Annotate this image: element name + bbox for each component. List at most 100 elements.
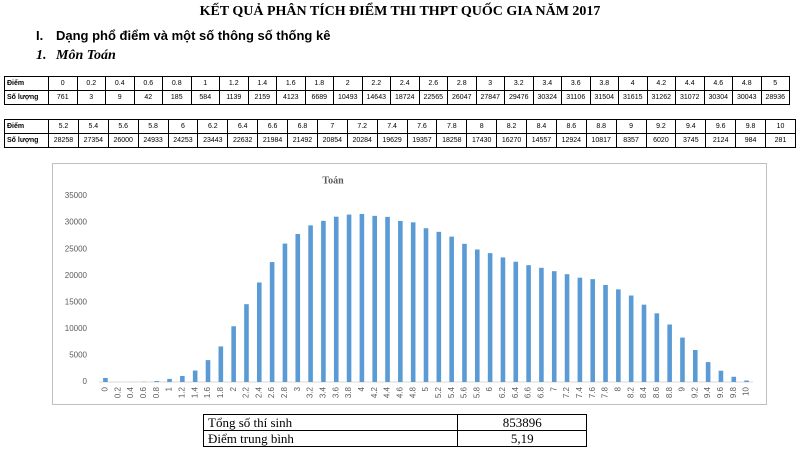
x-tick-label: 3	[293, 386, 302, 391]
bar	[603, 284, 608, 382]
table-row: Số lượng 28258 27354 26000 24933 24253 23443 22…	[4, 133, 796, 148]
x-tick-label: 6.6	[524, 386, 533, 398]
x-tick-label: 4.4	[383, 386, 392, 398]
count-cell: 21492	[287, 133, 318, 148]
count-cell: 19357	[406, 133, 438, 148]
score-table: Điểm 0 0.2 0.4 0.6 0.8 1 1.2 1.4 1.6 1.8 2 2.2 2.4 2.6…	[4, 76, 790, 105]
row-label: Điểm	[4, 119, 49, 134]
score-cell: 3.6	[561, 76, 591, 91]
x-tick-label: 3.4	[319, 386, 328, 398]
score-cell: 4.2	[646, 76, 676, 91]
count-cell: 2124	[705, 133, 737, 148]
score-cell: 1	[190, 76, 220, 91]
table-row: Điểm 5.2 5.4 5.6 5.8 6 6.2 6.4 6.6 6.8 7 7.2 7.4 7.6 7…	[4, 119, 796, 134]
count-cell: 20854	[316, 133, 348, 148]
bar	[231, 326, 236, 382]
bar	[692, 350, 698, 382]
count-cell: 26000	[107, 133, 139, 148]
score-cell: 7.2	[346, 119, 378, 134]
score-cell: 3	[475, 76, 505, 91]
count-cell: 761	[48, 90, 78, 105]
x-tick-label: 1	[165, 386, 174, 391]
x-tick-label: 8.6	[652, 386, 661, 398]
bar	[256, 282, 262, 382]
count-cell: 17430	[466, 133, 498, 148]
bar	[487, 253, 493, 382]
bar	[744, 380, 749, 382]
table-row: Điểm trung bình 5,19	[202, 430, 587, 447]
score-cell: 2.4	[390, 76, 420, 91]
score-cell: 0	[48, 76, 78, 91]
score-cell: 6	[167, 119, 199, 134]
x-tick-label: 7.8	[601, 386, 610, 398]
count-cell: 22632	[227, 133, 259, 148]
x-tick-label: 8.2	[626, 386, 635, 398]
score-cell: 8	[466, 119, 498, 134]
count-cell: 2159	[247, 90, 277, 105]
x-tick-label: 3.2	[306, 386, 315, 398]
count-cell: 10493	[333, 90, 363, 105]
x-tick-label: 9.6	[716, 386, 725, 398]
score-cell: 2.2	[361, 76, 391, 91]
bar	[423, 228, 429, 382]
score-cell: 1.2	[219, 76, 249, 91]
x-tick-label: 5.6	[460, 386, 469, 398]
x-tick-label: 6.4	[511, 386, 520, 398]
bar	[577, 277, 583, 382]
count-cell: 26047	[447, 90, 477, 105]
score-cell: 8.4	[526, 119, 557, 134]
bar	[718, 370, 724, 382]
score-table: Điểm 5.2 5.4 5.6 5.8 6 6.2 6.4 6.6 6.8 7 7.2 7.4 7.6 7…	[4, 119, 796, 148]
count-cell: 14643	[361, 90, 391, 105]
bar	[641, 304, 647, 382]
count-cell: 30324	[532, 90, 562, 105]
x-tick-label: 8.8	[665, 386, 674, 398]
score-cell: 1.4	[247, 76, 277, 91]
x-tick-label: 0.4	[126, 386, 135, 398]
score-cell: 6.2	[197, 119, 229, 134]
score-cell: 7	[316, 119, 348, 134]
score-cell: 1.8	[304, 76, 334, 91]
score-cell: 5.6	[107, 119, 139, 134]
bar	[526, 265, 531, 382]
y-tick-label: 20000	[65, 271, 88, 280]
score-cell: 2.8	[447, 76, 477, 91]
score-cell: 0.6	[133, 76, 163, 91]
x-tick-label: 1.2	[177, 386, 186, 398]
count-cell: 584	[190, 90, 220, 105]
count-cell: 1139	[219, 90, 249, 105]
summary-table: Tổng số thí sinh 853896 Điểm trung bình 5,1…	[202, 414, 587, 447]
x-tick-label: 7.4	[575, 386, 584, 398]
x-tick-label: 4.8	[408, 386, 417, 398]
score-cell: 4.8	[732, 76, 762, 91]
bar	[244, 304, 249, 382]
label-cell: Tổng số thí sinh	[202, 414, 459, 431]
bar	[192, 370, 198, 382]
bar	[462, 243, 467, 382]
x-tick-label: 5	[421, 386, 430, 391]
section-heading: I. Dạng phổ điểm và một số thông số thống…	[36, 28, 330, 43]
table-row: Tổng số thí sinh 853896	[202, 414, 587, 431]
x-tick-label: 5.8	[472, 386, 481, 398]
bar	[282, 243, 288, 382]
bar	[513, 261, 519, 382]
score-cell: 8.2	[496, 119, 527, 134]
score-cell: 8.6	[555, 119, 587, 134]
score-cell: 5.2	[48, 119, 79, 134]
score-cell: 9.8	[735, 119, 766, 134]
x-tick-label: 4.2	[370, 386, 379, 398]
count-cell: 27354	[77, 133, 109, 148]
bar	[705, 362, 711, 382]
y-tick-label: 35000	[65, 191, 88, 200]
row-label: Điểm	[4, 76, 49, 91]
y-tick-label: 30000	[65, 218, 88, 227]
score-cell: 5.4	[77, 119, 109, 134]
count-cell: 31072	[675, 90, 705, 105]
bar	[667, 324, 672, 382]
score-cell: 2.6	[418, 76, 448, 91]
score-cell: 5	[760, 76, 790, 91]
count-cell: 30304	[703, 90, 733, 105]
score-cell: 6.4	[227, 119, 259, 134]
count-cell: 21984	[257, 133, 288, 148]
x-tick-label: 0	[101, 386, 110, 391]
